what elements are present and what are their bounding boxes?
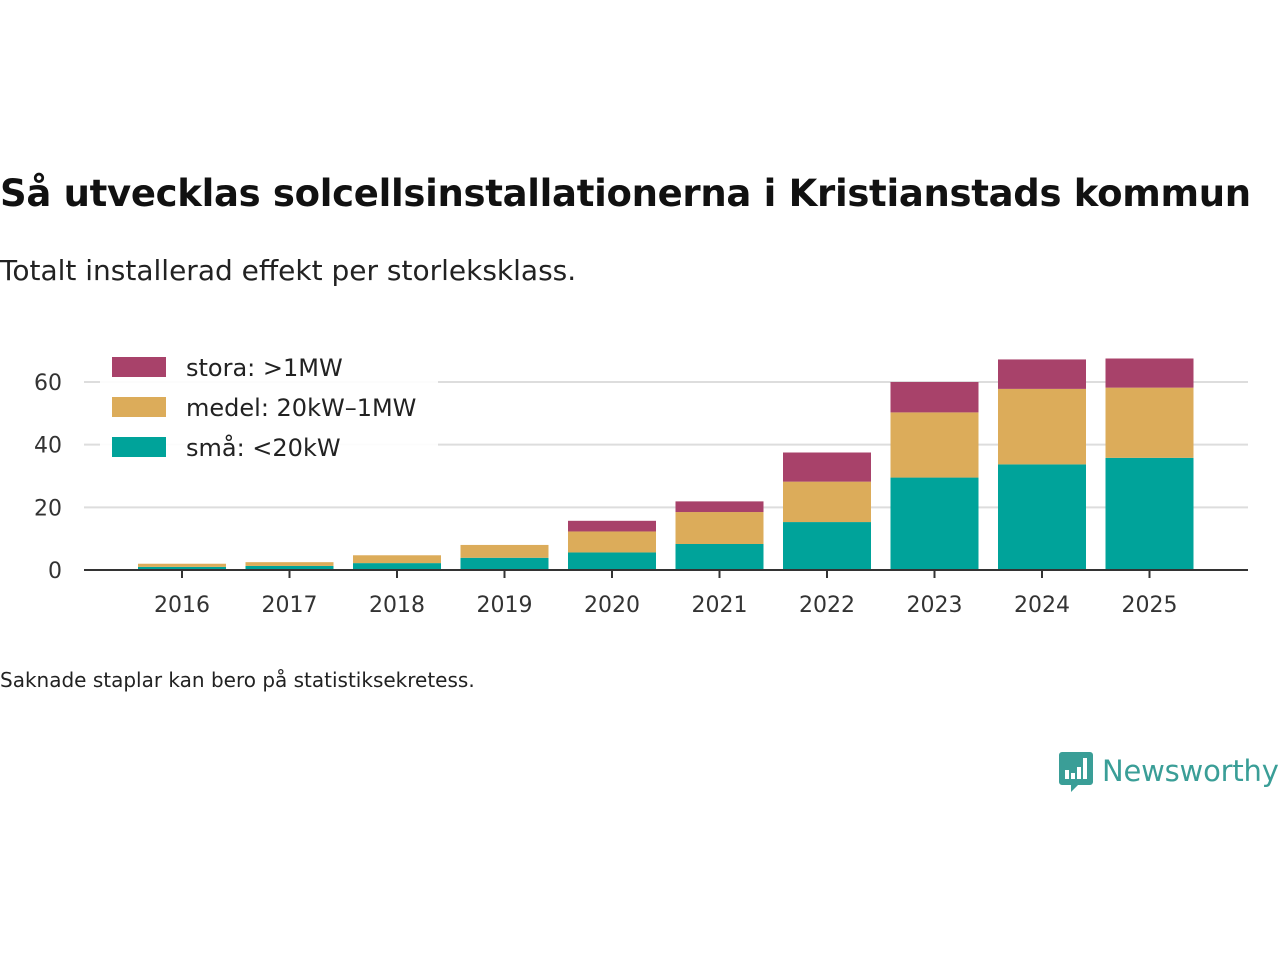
footnote: Saknade staplar kan bero på statistiksek… xyxy=(0,668,475,692)
legend-swatch-2 xyxy=(112,437,166,457)
bar-2024-series-1 xyxy=(998,388,1086,465)
newsworthy-logo[interactable]: Newsworthy xyxy=(1058,748,1279,794)
legend-swatch-1 xyxy=(112,397,166,417)
bar-2016-series-0 xyxy=(138,566,226,570)
bar-2023-series-2 xyxy=(890,382,979,413)
x-tick-label-2018: 2018 xyxy=(369,593,425,618)
bar-2025-series-2 xyxy=(1105,358,1194,388)
bar-2021-series-1 xyxy=(675,512,764,544)
bar-2021-series-2 xyxy=(675,501,764,513)
x-tick-label-2022: 2022 xyxy=(799,593,855,618)
bar-2020-series-0 xyxy=(568,552,656,570)
bar-2017-series-0 xyxy=(245,565,334,570)
bar-2020-series-1 xyxy=(568,531,656,553)
bar-2019-series-0 xyxy=(460,557,549,570)
bar-2023-series-1 xyxy=(890,412,979,478)
legend-label-1: medel: 20kW–1MW xyxy=(186,394,416,422)
bar-2016-series-1 xyxy=(138,563,226,567)
bar-2025-series-0 xyxy=(1105,457,1194,570)
legend-label-0: stora: >1MW xyxy=(186,354,343,382)
bar-2018-series-0 xyxy=(353,563,441,570)
x-tick-label-2017: 2017 xyxy=(262,593,318,618)
bar-2022-series-0 xyxy=(783,522,871,570)
x-tick-label-2016: 2016 xyxy=(154,593,210,618)
bar-2022-series-2 xyxy=(783,452,871,482)
chart-subtitle: Totalt installerad effekt per storlekskl… xyxy=(0,254,577,287)
bar-2021-series-0 xyxy=(675,543,764,570)
bar-2024-series-0 xyxy=(998,464,1086,570)
x-tick-label-2025: 2025 xyxy=(1122,593,1178,618)
brand-name: Newsworthy xyxy=(1102,754,1279,788)
bar-2018-series-1 xyxy=(353,555,441,564)
y-tick-label-0: 0 xyxy=(48,559,62,584)
bars xyxy=(138,358,1194,570)
y-tick-label-60: 60 xyxy=(34,371,62,396)
legend: stora: >1MW medel: 20kW–1MW små: <20kW xyxy=(100,350,438,470)
x-tick-label-2021: 2021 xyxy=(692,593,748,618)
x-tick-label-2024: 2024 xyxy=(1014,593,1070,618)
chart-title: Så utvecklas solcellsinstallationerna i … xyxy=(0,172,1251,215)
y-tick-label-20: 20 xyxy=(34,496,62,521)
x-tick-label-2019: 2019 xyxy=(477,593,533,618)
bar-2019-series-1 xyxy=(460,544,549,558)
legend-label-2: små: <20kW xyxy=(186,433,341,462)
x-tick-label-2020: 2020 xyxy=(584,593,640,618)
bar-2020-series-2 xyxy=(568,520,656,532)
y-tick-label-40: 40 xyxy=(34,434,62,459)
bar-2017-series-1 xyxy=(245,562,334,566)
bar-chart-bubble-icon xyxy=(1059,752,1093,792)
x-tick-label-2023: 2023 xyxy=(907,593,963,618)
bar-2022-series-1 xyxy=(783,481,871,523)
axes: 0 20 40 60 2016 2017 2018 2019 2020 2021 2022 2023 2… xyxy=(34,371,1248,618)
bar-2024-series-2 xyxy=(998,359,1086,389)
bar-2025-series-1 xyxy=(1105,387,1194,458)
bar-2023-series-0 xyxy=(890,477,979,570)
legend-swatch-0 xyxy=(112,357,166,377)
